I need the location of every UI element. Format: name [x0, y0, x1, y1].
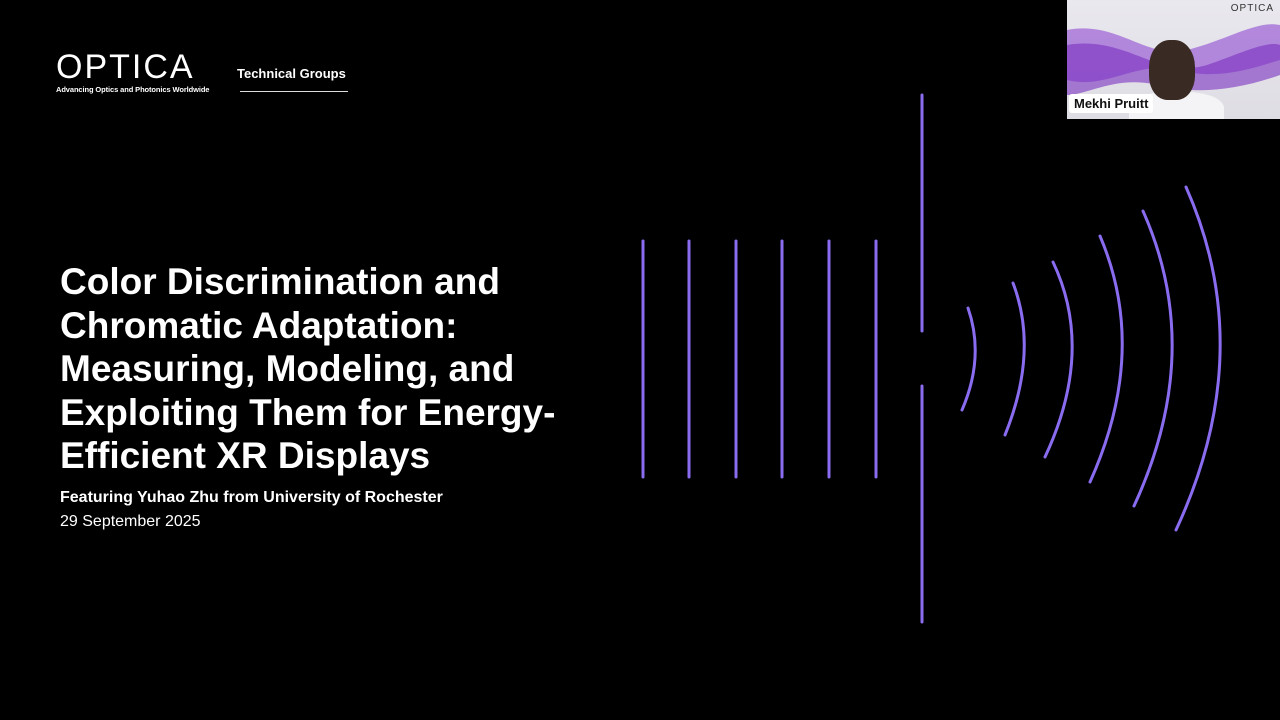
logo-wordmark: OPTICA: [56, 48, 195, 86]
diffracted-wave-arc: [960, 306, 977, 412]
diffracted-wave-arc: [1043, 260, 1074, 459]
video-background-logo: OPTICA: [1230, 3, 1274, 14]
section-label: Technical Groups: [237, 66, 346, 81]
section-underline: [240, 91, 348, 92]
slide-date: 29 September 2025: [60, 513, 201, 530]
optica-logo: OPTICA Advancing Optics and Photonics Wo…: [56, 50, 209, 94]
diffracted-wave-arc: [1174, 185, 1222, 532]
participant-name-label: Mekhi Pruitt: [1069, 94, 1154, 113]
diffracted-wave-arc: [1132, 209, 1174, 508]
slide-title: Color Discrimination and Chromatic Adapt…: [60, 261, 556, 476]
diffracted-wave-arc: [1088, 234, 1124, 484]
diffracted-wave-arc: [1003, 281, 1026, 437]
logo-tagline: Advancing Optics and Photonics Worldwide: [56, 85, 210, 94]
participant-head: [1149, 40, 1195, 100]
participant-video-tile[interactable]: OPTICA Mekhi Pruitt: [1067, 0, 1280, 119]
slide-featuring: Featuring Yuhao Zhu from University of R…: [60, 489, 443, 506]
